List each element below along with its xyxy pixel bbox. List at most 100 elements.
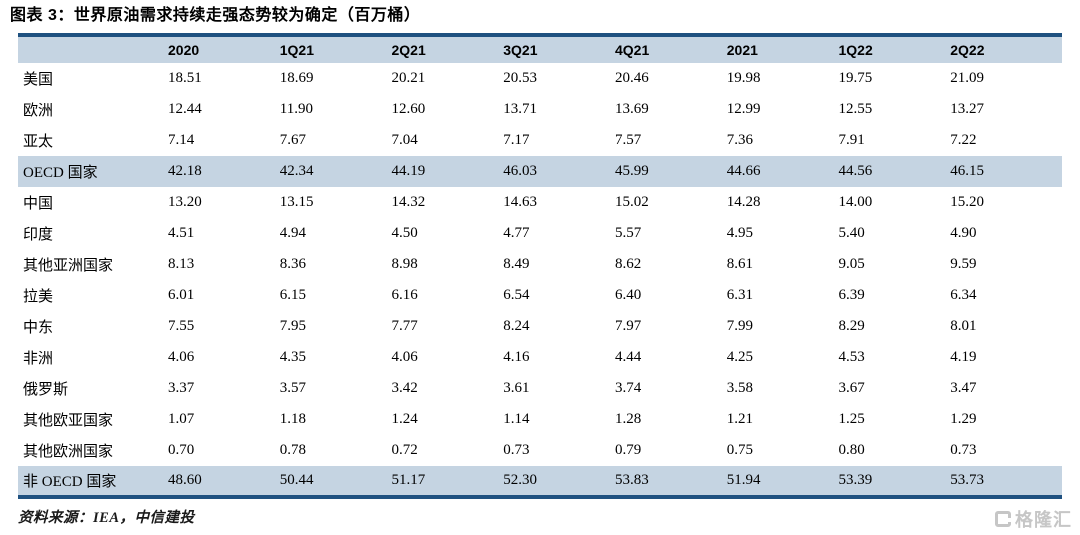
value-cell: 7.55 (168, 318, 195, 334)
value-cell: 3.37 (168, 380, 195, 396)
table-row: 其他亚洲国家 8.13 8.36 8.98 8.49 8.62 8.61 9.05 9.59 (18, 249, 1062, 280)
column-header: 2020 (168, 42, 200, 58)
value-cell: 12.44 (168, 101, 202, 117)
table-row: 美国 18.51 18.69 20.21 20.53 20.46 19.98 19.75 21.… (18, 63, 1062, 94)
value-cell: 0.73 (950, 442, 977, 458)
value-cell: 4.06 (391, 349, 418, 365)
value-cell: 1.07 (168, 411, 195, 427)
row-label: 印度 (23, 227, 54, 243)
value-cell: 7.14 (168, 132, 195, 148)
value-cell: 8.36 (279, 256, 306, 272)
value-cell: 13.20 (168, 194, 202, 210)
column-header: 1Q22 (838, 42, 873, 58)
row-label: 其他亚洲国家 (23, 258, 114, 274)
value-cell: 7.99 (726, 318, 753, 334)
gelonghui-logo-icon (995, 511, 1011, 527)
row-label: 其他欧亚国家 (23, 413, 114, 429)
value-cell: 6.16 (391, 287, 418, 303)
value-cell: 13.15 (279, 194, 314, 210)
value-cell: 1.18 (279, 411, 306, 427)
value-cell: 8.29 (838, 318, 865, 334)
value-cell: 4.95 (726, 225, 753, 241)
row-label: 拉美 (23, 289, 54, 305)
value-cell: 9.05 (838, 256, 865, 272)
value-cell: 1.14 (503, 411, 530, 427)
value-cell: 15.02 (615, 194, 649, 210)
row-label: 非洲 (23, 351, 54, 367)
value-cell: 19.98 (726, 70, 761, 86)
value-cell: 51.94 (726, 472, 761, 488)
value-cell: 6.39 (838, 287, 865, 303)
value-cell: 42.34 (279, 163, 314, 179)
table-row: 拉美 6.01 6.15 6.16 6.54 6.40 6.31 6.39 6.34 (18, 280, 1062, 311)
value-cell: 6.15 (279, 287, 306, 303)
value-cell: 46.15 (950, 163, 984, 179)
value-cell: 1.28 (615, 411, 642, 427)
value-cell: 3.61 (503, 380, 530, 396)
gelonghui-watermark: 格隆汇 (995, 506, 1072, 532)
table-row: 中国 13.20 13.15 14.32 14.63 15.02 14.28 14.00 15.… (18, 187, 1062, 218)
value-cell: 8.01 (950, 318, 977, 334)
value-cell: 15.20 (950, 194, 984, 210)
value-cell: 3.74 (615, 380, 642, 396)
value-cell: 12.99 (726, 101, 761, 117)
table-row: 俄罗斯 3.37 3.57 3.42 3.61 3.74 3.58 3.67 3.47 (18, 373, 1062, 404)
value-cell: 7.67 (279, 132, 306, 148)
value-cell: 1.29 (950, 411, 977, 427)
table-header: 2020 1Q21 2Q21 3Q21 4Q21 2021 1Q22 2Q22 (18, 35, 1062, 63)
value-cell: 51.17 (391, 472, 426, 488)
value-cell: 5.40 (838, 225, 865, 241)
value-cell: 7.77 (391, 318, 418, 334)
value-cell: 4.16 (503, 349, 530, 365)
column-header: 2Q21 (391, 42, 426, 58)
value-cell: 19.75 (838, 70, 873, 86)
value-cell: 4.94 (279, 225, 306, 241)
row-label: 非 OECD 国家 (23, 474, 117, 490)
value-cell: 18.69 (279, 70, 314, 86)
value-cell: 18.51 (168, 70, 202, 86)
value-cell: 0.73 (503, 442, 530, 458)
value-cell: 20.53 (503, 70, 537, 86)
row-label: 欧洲 (23, 103, 54, 119)
value-cell: 1.25 (838, 411, 865, 427)
value-cell: 8.61 (726, 256, 753, 272)
table-row: 其他欧亚国家 1.07 1.18 1.24 1.14 1.28 1.21 1.25 1.29 (18, 404, 1062, 435)
value-cell: 6.54 (503, 287, 530, 303)
value-cell: 9.59 (950, 256, 977, 272)
value-cell: 6.34 (950, 287, 977, 303)
value-cell: 4.51 (168, 225, 195, 241)
value-cell: 7.91 (838, 132, 865, 148)
value-cell: 14.63 (503, 194, 537, 210)
value-cell: 13.69 (615, 101, 649, 117)
table-row: 印度 4.51 4.94 4.50 4.77 5.57 4.95 5.40 4.90 (18, 218, 1062, 249)
value-cell: 42.18 (168, 163, 202, 179)
row-label: 俄罗斯 (23, 382, 69, 398)
value-cell: 53.73 (950, 472, 984, 488)
value-cell: 20.21 (391, 70, 426, 86)
value-cell: 14.28 (726, 194, 761, 210)
value-cell: 50.44 (279, 472, 314, 488)
table-row: 亚太 7.14 7.67 7.04 7.17 7.57 7.36 7.91 7.22 (18, 125, 1062, 156)
column-header: 1Q21 (279, 42, 314, 58)
value-cell: 20.46 (615, 70, 649, 86)
value-cell: 14.00 (838, 194, 873, 210)
label-column-header (18, 35, 168, 63)
value-cell: 44.66 (726, 163, 761, 179)
table-container: 2020 1Q21 2Q21 3Q21 4Q21 2021 1Q22 2Q22 美国 18.51… (18, 33, 1062, 499)
value-cell: 8.24 (503, 318, 530, 334)
table-row: 欧洲 12.44 11.90 12.60 13.71 13.69 12.99 12.55 13.… (18, 94, 1062, 125)
value-cell: 4.50 (391, 225, 418, 241)
row-label: 美国 (23, 72, 54, 88)
table-row: 其他欧洲国家 0.70 0.78 0.72 0.73 0.79 0.75 0.80 0.73 (18, 435, 1062, 466)
value-cell: 3.57 (279, 380, 306, 396)
value-cell: 6.31 (726, 287, 753, 303)
value-cell: 0.70 (168, 442, 195, 458)
value-cell: 46.03 (503, 163, 537, 179)
value-cell: 8.62 (615, 256, 642, 272)
value-cell: 13.27 (950, 101, 984, 117)
value-cell: 5.57 (615, 225, 642, 241)
row-label: 亚太 (23, 134, 54, 150)
column-header: 4Q21 (615, 42, 650, 58)
value-cell: 12.60 (391, 101, 426, 117)
row-label: 中东 (23, 320, 54, 336)
